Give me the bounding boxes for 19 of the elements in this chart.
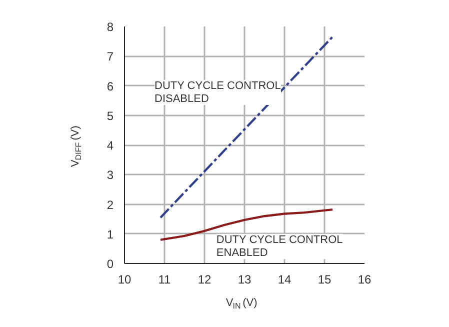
x-tick-label: 14 [278,272,292,286]
y-tick-label: 7 [106,50,114,64]
y-tick-label: 3 [106,168,114,182]
y-axis-title: VDIFF(V) [70,126,83,167]
y-tick-label: 8 [106,20,114,34]
annotation: DUTY CYCLE CONTROL DISABLED [154,80,281,106]
y-tick-label: 2 [106,198,114,212]
y-tick-label: 4 [106,138,114,152]
x-tick-label: 13 [238,272,252,286]
y-tick-label: 5 [106,108,114,123]
y-tick-label: 1 [106,227,114,242]
x-tick-label: 16 [358,272,372,286]
x-tick-label: 12 [198,272,212,286]
annotation: DUTY CYCLE CONTROL ENABLED [216,234,343,260]
x-tick-label: 15 [318,272,332,286]
y-tick-label: 0 [106,257,114,271]
x-tick-label: 10 [118,272,132,286]
y-tick-label: 6 [106,79,114,94]
x-tick-label: 11 [158,272,172,286]
